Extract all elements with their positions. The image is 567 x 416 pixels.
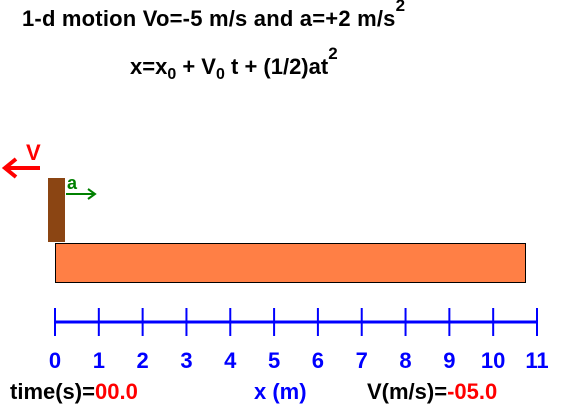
axis-tick-label: 11 [525, 348, 549, 373]
position-axis [54, 308, 538, 336]
axis-tick-label: 4 [224, 348, 237, 373]
axis-tick-label: 3 [180, 348, 193, 373]
axis-tick-label: 6 [311, 348, 325, 373]
title-exponent: 2 [395, 0, 406, 15]
equation-sub-x0: 0 [167, 66, 177, 83]
equation-sub-v0: 0 [215, 66, 225, 83]
axis-tick-label: 2 [136, 348, 149, 373]
axis-tick-label: 5 [267, 348, 281, 373]
track [55, 243, 526, 283]
moving-block [48, 178, 65, 242]
acceleration-label: a [67, 173, 78, 193]
title-line-1: 1-d motion Vo=-5 m/s and a=+2 m/s2 [22, 0, 405, 32]
axis-tick-label: 8 [399, 348, 412, 373]
velocity-arrow-icon [1, 157, 40, 179]
velocity-value: -05.0 [447, 379, 498, 404]
equation-line: x=x0 + V0 t + (1/2)at2 [130, 44, 338, 83]
axis-tick-label: 10 [480, 348, 506, 373]
axis-tick-label: 1 [92, 348, 105, 373]
time-value: 00.0 [94, 379, 138, 404]
time-readout: time(s)=00.0 [10, 379, 138, 405]
equation-part-a: x=x [130, 54, 168, 79]
acceleration-arrow-icon [66, 188, 97, 200]
equation-part-c: t + (1/2)at [224, 54, 329, 79]
x-axis-label: x (m) [254, 379, 307, 404]
velocity-readout-label: V(m/s)= [367, 379, 448, 404]
axis-tick-label: 7 [355, 348, 368, 373]
equation-part-b: + V [176, 54, 216, 79]
axis-tick-label: 9 [443, 348, 456, 373]
title-text: 1-d motion Vo=-5 m/s and a=+2 m/s [22, 6, 396, 31]
velocity-readout: V(m/s)=-05.0 [367, 379, 497, 405]
velocity-label: V [26, 140, 41, 165]
equation-exponent: 2 [328, 44, 338, 63]
time-label: time(s)= [10, 379, 95, 404]
axis-tick-label: 0 [48, 348, 62, 373]
